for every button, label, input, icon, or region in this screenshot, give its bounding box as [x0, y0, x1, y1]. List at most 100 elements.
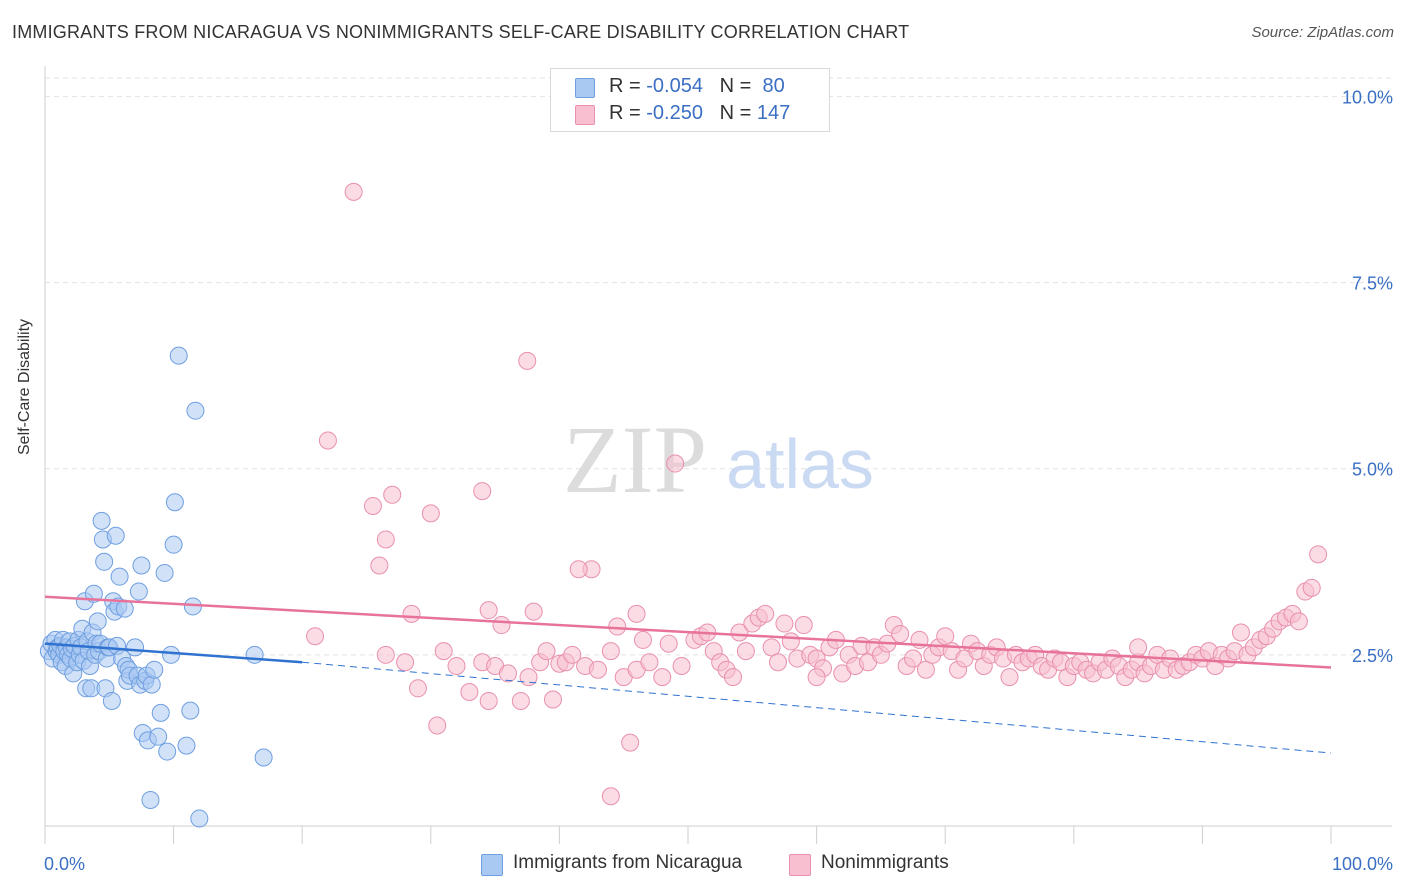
- legend-swatch-nonimmigrants: [575, 105, 595, 125]
- nonimmigrant-point: [344, 182, 363, 201]
- watermark-atlas: atlas: [726, 425, 874, 503]
- nicaragua-trend-extension: [302, 661, 1332, 754]
- nonimmigrant-point: [904, 649, 923, 668]
- axes: [44, 66, 1392, 844]
- nonimmigrant-point: [460, 683, 479, 702]
- nonimmigrant-point: [492, 616, 511, 635]
- nicaragua-point: [145, 660, 164, 679]
- legend-r-value: -0.054: [646, 75, 703, 97]
- nonimmigrant-point: [537, 642, 556, 661]
- nicaragua-point: [92, 511, 111, 530]
- legend-n-value: 80: [762, 75, 785, 97]
- nonimmigrant-point: [621, 733, 640, 752]
- nicaragua-point: [142, 675, 161, 694]
- nicaragua-point: [165, 493, 184, 512]
- nicaragua-point: [102, 691, 121, 710]
- chart-title: IMMIGRANTS FROM NICARAGUA VS NONIMMIGRAN…: [12, 22, 910, 42]
- nicaragua-point: [169, 346, 188, 365]
- trend-lines: [44, 595, 1332, 754]
- nonimmigrant-point: [891, 624, 910, 643]
- nonimmigrant-point: [1302, 578, 1321, 597]
- legend-box: R = -0.054 N = 80 R = -0.250 N = 147: [550, 68, 830, 132]
- nonimmigrant-point: [601, 787, 620, 806]
- nicaragua-point: [158, 742, 177, 761]
- nicaragua-point: [110, 567, 129, 586]
- nonimmigrant-point: [1129, 638, 1148, 657]
- nicaragua-point: [129, 582, 148, 601]
- nonimmigrant-point: [588, 660, 607, 679]
- nonimmigrant-point: [936, 627, 955, 646]
- nonimmigrant-point: [724, 668, 743, 687]
- nonimmigrant-point: [447, 656, 466, 675]
- nonimmigrant-point: [524, 602, 543, 621]
- nicaragua-point: [254, 748, 273, 767]
- grid-lines: [45, 77, 1392, 656]
- nonimmigrant-point: [479, 601, 498, 620]
- nonimmigrant-point: [318, 431, 337, 450]
- nonimmigrant-point: [511, 691, 530, 710]
- watermark-zip: ZIP: [563, 406, 707, 513]
- nonimmigrant-point: [659, 634, 678, 653]
- nonimmigrant-point: [730, 623, 749, 642]
- bottom-legend-label-nicaragua: Immigrants from Nicaragua: [513, 852, 743, 873]
- nonimmigrant-point: [781, 632, 800, 651]
- nonimmigrant-point: [498, 664, 517, 683]
- nicaragua-point: [177, 736, 196, 755]
- nonimmigrant-point: [402, 604, 421, 623]
- nonimmigrant-point: [769, 653, 788, 672]
- nonimmigrant-point: [306, 627, 325, 646]
- nicaragua-point: [95, 552, 114, 571]
- nicaragua-point: [181, 701, 200, 720]
- nicaragua-point: [186, 401, 205, 420]
- nonimmigrant-point: [633, 630, 652, 649]
- nonimmigrant-point: [775, 614, 794, 633]
- nonimmigrant-point: [370, 556, 389, 575]
- x-tick-label: 100.0%: [1332, 854, 1393, 874]
- legend-r-value: -0.250: [646, 102, 703, 124]
- nicaragua-point: [245, 645, 264, 664]
- bottom-legend-label-nonimmigrants: Nonimmigrants: [821, 852, 949, 873]
- nonimmigrant-point: [363, 496, 382, 515]
- nonimmigrant-point: [428, 716, 447, 735]
- nicaragua-point: [190, 809, 209, 828]
- nicaragua-point: [155, 563, 174, 582]
- legend-n-label: N =: [719, 75, 752, 97]
- nonimmigrant-point: [1289, 612, 1308, 631]
- nonimmigrant-point: [756, 604, 775, 623]
- legend-n-label: N =: [719, 102, 752, 124]
- legend-r-label: R =: [609, 102, 641, 124]
- tick-labels: 2.5% 5.0% 7.5% 10.0% 0.0% 100.0%: [44, 88, 1393, 874]
- nicaragua-point: [126, 638, 145, 657]
- nonimmigrant-point: [383, 485, 402, 504]
- nicaragua-point: [151, 703, 170, 722]
- y-tick-label: 2.5%: [1352, 646, 1393, 666]
- nonimmigrant-point: [569, 560, 588, 579]
- nonimmigrant-point: [807, 668, 826, 687]
- nonimmigrant-point: [601, 642, 620, 661]
- nicaragua-point: [141, 790, 160, 809]
- nicaragua-point: [149, 727, 168, 746]
- nicaragua-point: [164, 535, 183, 554]
- y-tick-label: 5.0%: [1352, 460, 1393, 480]
- nonimmigrant-point: [563, 645, 582, 664]
- nonimmigrant-point: [1231, 623, 1250, 642]
- nonimmigrant-point: [672, 656, 691, 675]
- bottom-legend-swatch-nicaragua: [481, 854, 503, 876]
- nonimmigrant-point: [408, 679, 427, 698]
- nicaragua-trend-line: [44, 642, 303, 664]
- nicaragua-point: [132, 556, 151, 575]
- nonimmigrant-point: [653, 668, 672, 687]
- nonimmigrant-point: [376, 530, 395, 549]
- nonimmigrant-point: [916, 660, 935, 679]
- nonimmigrant-point: [1000, 668, 1019, 687]
- nonimmigrant-point: [794, 616, 813, 635]
- y-tick-label: 10.0%: [1342, 88, 1393, 108]
- source-label: Source: ZipAtlas.com: [1251, 24, 1394, 41]
- legend-n-value: 147: [756, 102, 791, 124]
- legend-swatch-nicaragua: [575, 78, 595, 98]
- nonimmigrants-trend-line: [44, 595, 1332, 669]
- nonimmigrant-point: [376, 645, 395, 664]
- nonimmigrant-point: [640, 653, 659, 672]
- nonimmigrant-point: [1309, 545, 1328, 564]
